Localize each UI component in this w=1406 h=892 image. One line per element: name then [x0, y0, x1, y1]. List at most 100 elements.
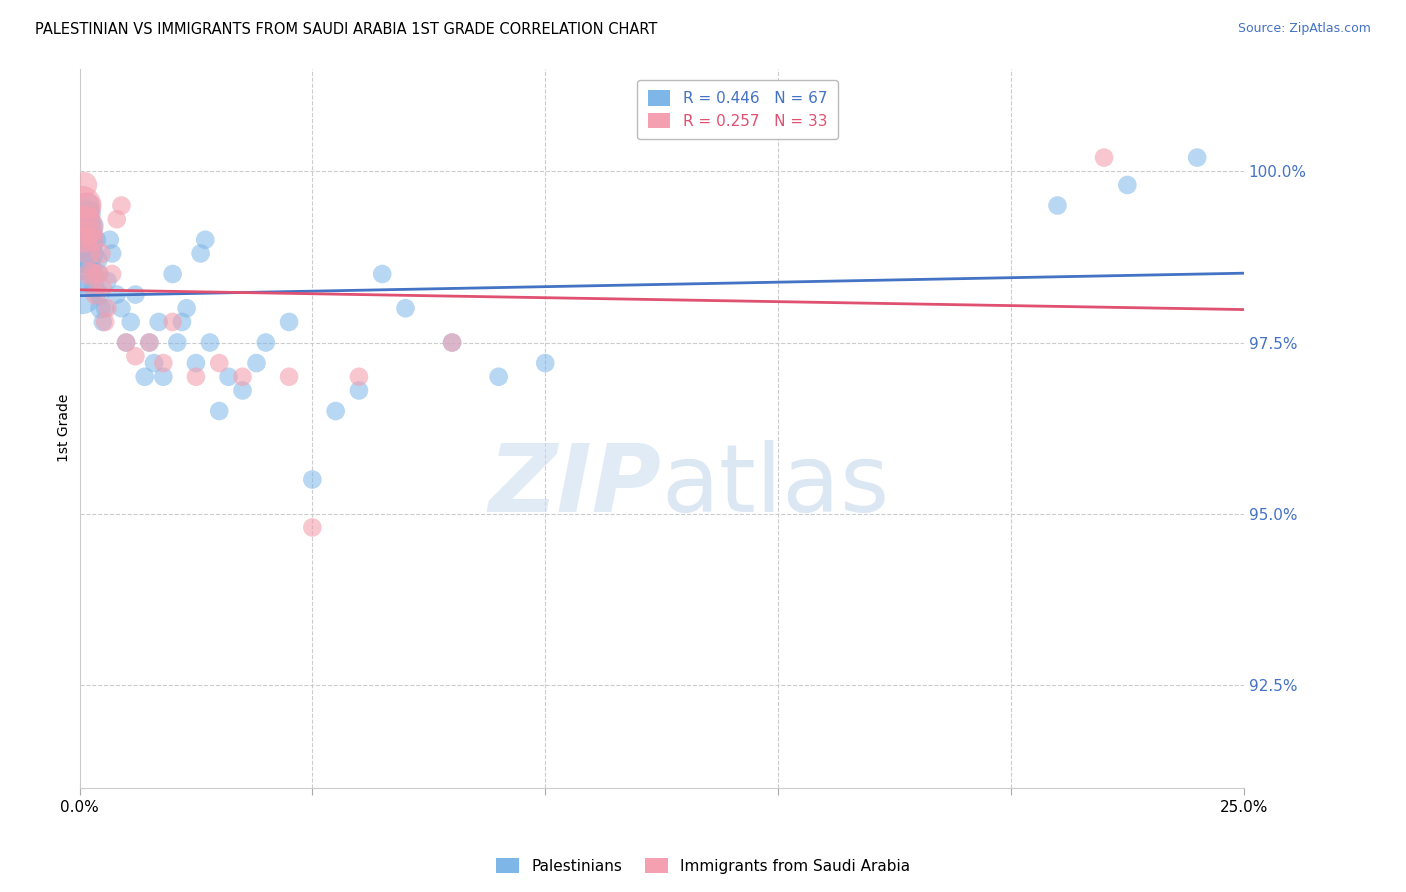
Point: [91, 281, 114, 295]
Point: [152, 356, 174, 370]
Point: [301, 473, 323, 487]
Point: [98, 233, 121, 247]
Point: [76, 212, 98, 227]
Point: [1092, 151, 1115, 165]
Point: [96, 301, 118, 316]
Point: [82, 246, 104, 260]
Point: [194, 233, 217, 247]
Point: [101, 246, 124, 260]
Point: [190, 246, 212, 260]
Point: [89, 301, 111, 316]
Point: [70, 287, 93, 301]
Text: Source: ZipAtlas.com: Source: ZipAtlas.com: [1237, 22, 1371, 36]
Point: [162, 267, 184, 281]
Point: [76, 233, 98, 247]
Point: [75, 233, 97, 247]
Point: [79, 267, 101, 281]
Point: [80, 219, 103, 233]
Point: [208, 356, 231, 370]
Point: [1046, 198, 1069, 212]
Point: [325, 404, 347, 418]
Point: [86, 253, 108, 268]
Point: [91, 315, 114, 329]
Point: [84, 287, 107, 301]
Point: [82, 267, 104, 281]
Point: [148, 315, 170, 329]
Y-axis label: 1st Grade: 1st Grade: [58, 394, 72, 462]
Point: [347, 384, 370, 398]
Point: [278, 369, 301, 384]
Text: PALESTINIAN VS IMMIGRANTS FROM SAUDI ARABIA 1ST GRADE CORRELATION CHART: PALESTINIAN VS IMMIGRANTS FROM SAUDI ARA…: [35, 22, 658, 37]
Point: [441, 335, 464, 350]
Point: [110, 198, 132, 212]
Point: [170, 315, 193, 329]
Point: [254, 335, 277, 350]
Point: [124, 349, 146, 363]
Point: [184, 369, 207, 384]
Point: [79, 239, 101, 253]
Point: [105, 287, 128, 301]
Point: [73, 260, 96, 275]
Point: [138, 335, 160, 350]
Point: [87, 287, 110, 301]
Legend: Palestinians, Immigrants from Saudi Arabia: Palestinians, Immigrants from Saudi Arab…: [489, 852, 917, 880]
Point: [184, 356, 207, 370]
Point: [231, 369, 253, 384]
Point: [94, 301, 117, 316]
Point: [79, 205, 101, 219]
Point: [75, 205, 97, 219]
Point: [1116, 178, 1139, 192]
Point: [166, 335, 188, 350]
Point: [70, 198, 93, 212]
Point: [347, 369, 370, 384]
Point: [89, 246, 111, 260]
Point: [80, 233, 103, 247]
Point: [77, 253, 100, 268]
Point: [76, 198, 98, 212]
Point: [120, 315, 142, 329]
Point: [115, 335, 138, 350]
Point: [84, 233, 107, 247]
Point: [138, 335, 160, 350]
Point: [75, 239, 97, 253]
Point: [82, 233, 104, 247]
Point: [198, 335, 221, 350]
Point: [96, 274, 118, 288]
Point: [143, 356, 166, 370]
Point: [534, 356, 557, 370]
Point: [83, 281, 105, 295]
Point: [79, 219, 101, 233]
Point: [87, 267, 110, 281]
Legend: R = 0.446   N = 67, R = 0.257   N = 33: R = 0.446 N = 67, R = 0.257 N = 33: [637, 79, 838, 139]
Point: [394, 301, 416, 316]
Point: [162, 315, 184, 329]
Point: [72, 219, 94, 233]
Point: [441, 335, 464, 350]
Point: [1185, 151, 1208, 165]
Point: [105, 212, 128, 227]
Text: atlas: atlas: [662, 440, 890, 532]
Point: [208, 404, 231, 418]
Point: [75, 226, 97, 240]
Point: [77, 226, 100, 240]
Point: [76, 212, 98, 227]
Point: [72, 246, 94, 260]
Point: [77, 198, 100, 212]
Point: [301, 520, 323, 534]
Point: [72, 267, 94, 281]
Point: [77, 246, 100, 260]
Point: [115, 335, 138, 350]
Point: [82, 267, 104, 281]
Point: [488, 369, 510, 384]
Point: [218, 369, 240, 384]
Point: [245, 356, 267, 370]
Point: [73, 233, 96, 247]
Point: [73, 219, 96, 233]
Point: [134, 369, 156, 384]
Point: [176, 301, 198, 316]
Point: [278, 315, 301, 329]
Point: [73, 178, 96, 192]
Point: [94, 315, 117, 329]
Point: [110, 301, 132, 316]
Point: [371, 267, 394, 281]
